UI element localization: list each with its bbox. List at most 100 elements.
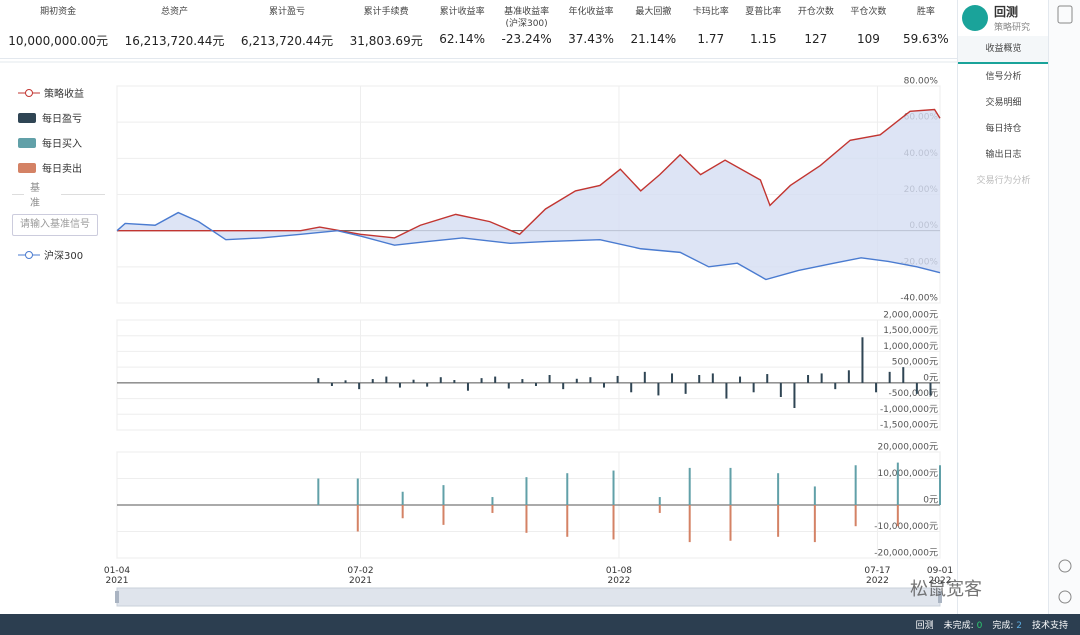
bar bbox=[371, 379, 374, 383]
metric-label: 年化收益率 bbox=[568, 7, 614, 17]
metric-value: 59.63% bbox=[902, 32, 949, 46]
metric-label: 累计收益率 bbox=[439, 7, 485, 17]
legend-label: 每日盈亏 bbox=[42, 114, 82, 125]
area-between bbox=[117, 109, 940, 280]
y-tick-label: 20,000,000元 bbox=[877, 443, 938, 453]
bar bbox=[729, 467, 732, 505]
metric-label: 总资产 bbox=[160, 7, 188, 17]
bar bbox=[480, 378, 483, 383]
y-tick-label: -40.00% bbox=[900, 294, 938, 304]
metric-label: 最大回撤 bbox=[635, 7, 672, 17]
y-tick-label: -500,000元 bbox=[889, 389, 938, 399]
metric-value: 21.14% bbox=[630, 32, 677, 46]
tab[interactable]: 每日持仓 bbox=[985, 124, 1022, 134]
y-tick-label: 0元 bbox=[923, 373, 938, 383]
tab[interactable]: 输出日志 bbox=[985, 150, 1022, 160]
bar bbox=[939, 465, 941, 505]
metric-label: 累计手续费 bbox=[363, 7, 409, 17]
legend-swatch bbox=[18, 162, 36, 173]
y-tick-label: 10,000,000元 bbox=[877, 469, 938, 479]
support-link[interactable]: 技术支持 bbox=[1031, 621, 1068, 631]
legend-item[interactable]: 策略收益 bbox=[0, 80, 105, 105]
bar bbox=[813, 486, 816, 505]
bar bbox=[442, 485, 445, 505]
legend-symbol bbox=[18, 88, 40, 97]
metric-label: 胜率 bbox=[916, 7, 935, 17]
legend-item[interactable]: 每日盈亏 bbox=[0, 105, 105, 130]
bar bbox=[834, 382, 837, 390]
legend-item[interactable]: 沪深300 bbox=[0, 242, 105, 267]
bar bbox=[711, 373, 714, 383]
legend-item[interactable]: 每日卖出 bbox=[0, 155, 105, 180]
y-tick-label: -1,000,000元 bbox=[880, 405, 938, 415]
benchmark-input[interactable]: 请输入基准信号 bbox=[12, 214, 98, 236]
bar bbox=[779, 382, 782, 397]
bar bbox=[525, 477, 528, 505]
bar bbox=[847, 370, 850, 383]
bar bbox=[612, 505, 615, 540]
bar bbox=[507, 382, 510, 389]
metrics-bar: 期初资金 10,000,000.00元 总资产 16,213,720.44元 累计盈亏 6… bbox=[0, 0, 957, 59]
settings-icon[interactable] bbox=[1058, 590, 1072, 604]
bar bbox=[725, 382, 728, 399]
charts: 80.00%60.00%40.00%20.00%0.00%-20.00%-40.… bbox=[0, 61, 957, 607]
metric-value: 6,213,720.44元 bbox=[240, 34, 334, 48]
legend: 策略收益 每日盈亏 每日买入 每日卖出 基准 请输入基准信号 沪深300 bbox=[0, 80, 105, 267]
status-count: 0 bbox=[976, 621, 983, 631]
doc-icon[interactable] bbox=[1057, 5, 1073, 24]
bar bbox=[671, 373, 674, 383]
bar bbox=[439, 377, 442, 383]
bar bbox=[317, 378, 320, 383]
tab[interactable]: 信号分析 bbox=[985, 72, 1022, 82]
zoom-handle[interactable] bbox=[938, 591, 942, 603]
bar bbox=[426, 382, 429, 387]
zoom-handle[interactable] bbox=[115, 591, 119, 603]
bar bbox=[521, 379, 524, 383]
bar bbox=[566, 473, 569, 505]
bar bbox=[929, 382, 932, 396]
x-tick-label: 07-17 2022 bbox=[864, 566, 891, 586]
bar bbox=[766, 374, 769, 383]
bar bbox=[777, 473, 780, 505]
bar bbox=[491, 505, 494, 513]
legend-item[interactable]: 每日买入 bbox=[0, 130, 105, 155]
right-rail bbox=[1048, 0, 1080, 614]
bar bbox=[813, 505, 816, 543]
logo-subtitle: 策略研究 bbox=[994, 23, 1031, 33]
legend-label: 每日买入 bbox=[42, 139, 82, 150]
bar bbox=[729, 505, 732, 541]
bar bbox=[589, 377, 592, 383]
line-series bbox=[116, 211, 941, 281]
bar bbox=[385, 376, 388, 383]
status-pending: 未完成: 0 bbox=[944, 618, 983, 631]
metric-label: 期初资金 bbox=[40, 7, 77, 17]
bar bbox=[442, 505, 445, 525]
status-bar: 回测 未完成: 0 完成: 2 技术支持 bbox=[0, 614, 1080, 635]
bar bbox=[466, 382, 469, 391]
legend-symbol bbox=[18, 250, 40, 259]
bar bbox=[793, 382, 796, 408]
metric: 年化收益率 37.43% bbox=[560, 0, 622, 58]
metric-label: 夏普比率 bbox=[745, 7, 782, 17]
zoom-slider[interactable] bbox=[116, 587, 941, 607]
bar bbox=[896, 505, 899, 527]
bar bbox=[630, 382, 633, 393]
tab[interactable]: 交易明细 bbox=[985, 98, 1022, 108]
bar bbox=[643, 371, 646, 383]
metric: 累计盈亏 6,213,720.44元 bbox=[233, 0, 342, 58]
tab[interactable]: 收益概览 bbox=[958, 36, 1049, 64]
legend-label: 策略收益 bbox=[44, 89, 84, 100]
metric-label: 卡玛比率 bbox=[692, 7, 729, 17]
share-icon[interactable] bbox=[1058, 559, 1072, 573]
bar bbox=[412, 379, 415, 383]
bar bbox=[854, 465, 857, 505]
legend-label: 每日卖出 bbox=[42, 164, 82, 175]
bar bbox=[902, 367, 905, 383]
bar bbox=[888, 371, 891, 383]
status-label: 未完成: bbox=[943, 621, 974, 631]
status-mode[interactable]: 回测 bbox=[915, 621, 934, 631]
bar bbox=[562, 382, 565, 390]
bar bbox=[658, 497, 661, 505]
bar bbox=[330, 382, 333, 386]
